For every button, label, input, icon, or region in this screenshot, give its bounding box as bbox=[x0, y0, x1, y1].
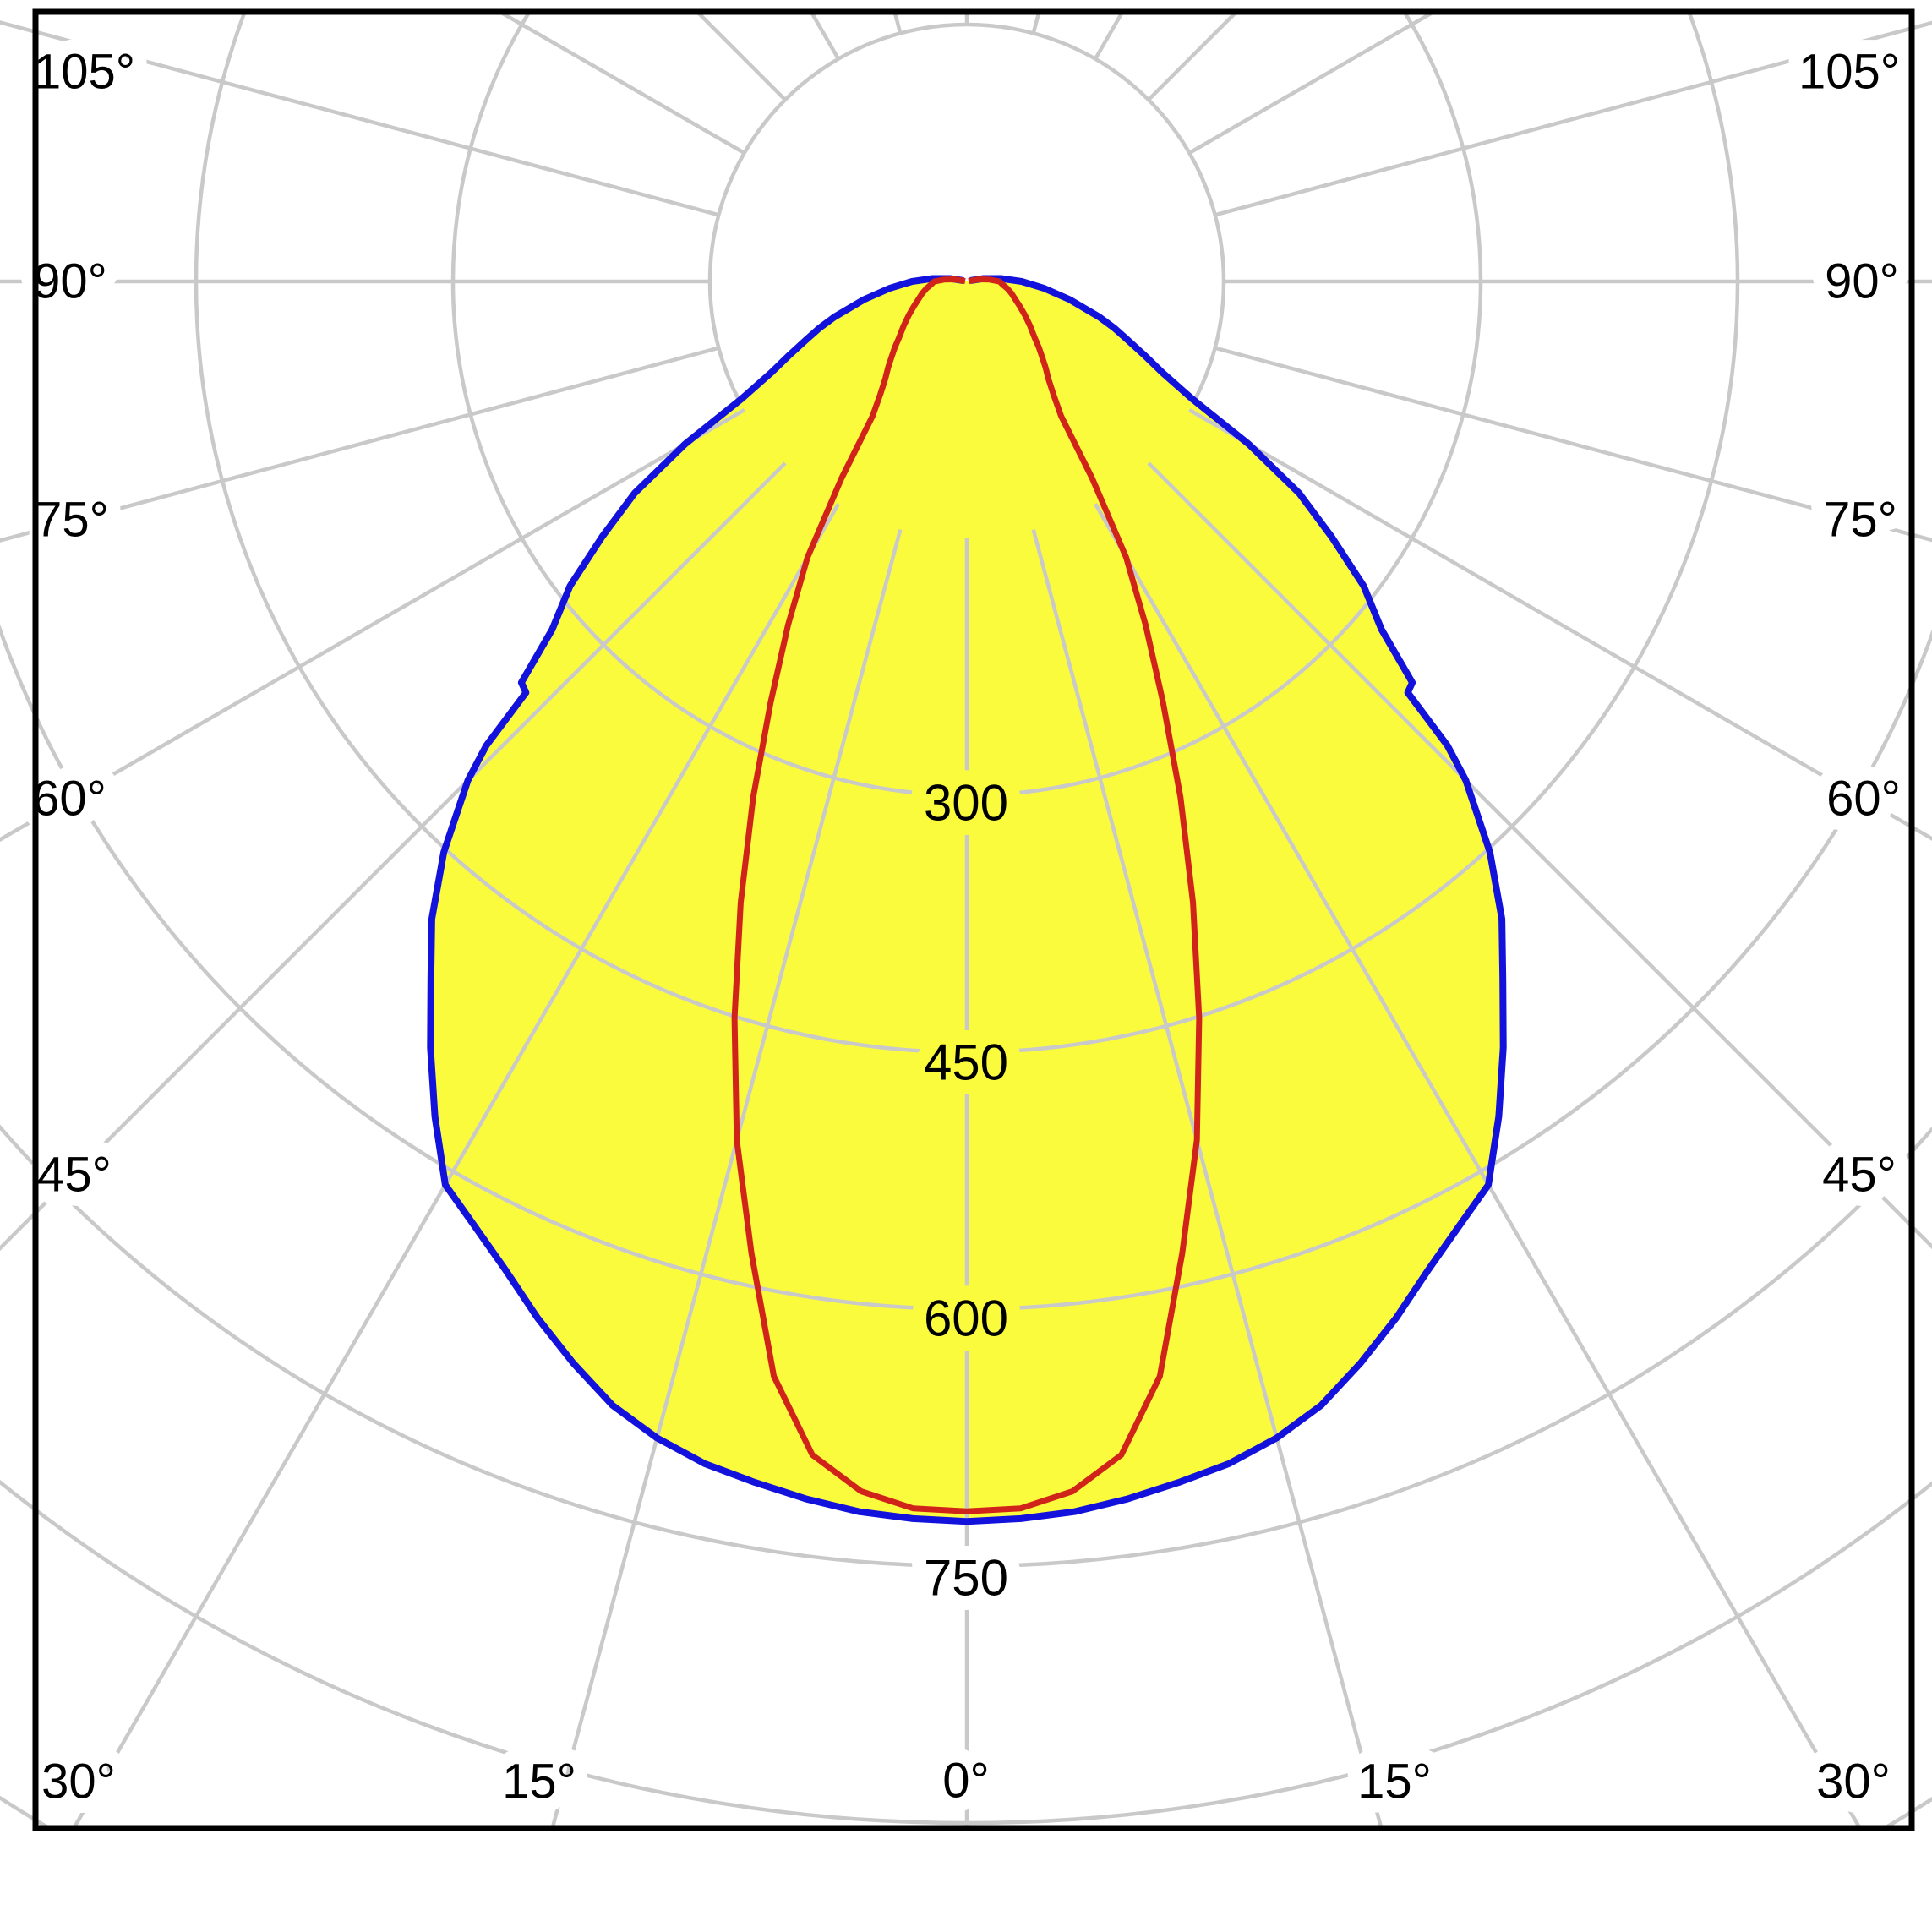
angle-label: 105° bbox=[34, 45, 135, 100]
angle-label: 90° bbox=[33, 254, 107, 309]
grid-ray-255deg bbox=[0, 20, 719, 217]
ring-label-600: 600 bbox=[924, 1291, 1008, 1347]
grid-ray-15deg bbox=[1031, 529, 1384, 1828]
angle-label: 105° bbox=[1798, 45, 1900, 100]
ring-label-450: 450 bbox=[924, 1034, 1008, 1091]
grid-ray-300deg bbox=[0, 408, 745, 843]
grid-ray-30deg bbox=[1094, 503, 1863, 1828]
angle-label: 30° bbox=[1816, 1755, 1891, 1809]
ring-label-300: 300 bbox=[924, 775, 1008, 832]
grid-ray-60deg bbox=[1188, 408, 1932, 841]
grid-ray-45deg bbox=[1147, 461, 1932, 1250]
ring-label-750: 750 bbox=[924, 1550, 1008, 1607]
angle-label: 45° bbox=[37, 1148, 112, 1203]
angle-label: 45° bbox=[1822, 1148, 1897, 1203]
grid-ray-285deg bbox=[0, 346, 719, 543]
grid-ray-330deg bbox=[71, 503, 840, 1828]
grid-ray-240deg bbox=[493, 10, 745, 155]
angle-label: 0° bbox=[942, 1754, 989, 1809]
angle-label: 60° bbox=[1826, 772, 1901, 827]
intensity-curve-c90-c270 bbox=[731, 276, 1203, 1514]
angle-label: 15° bbox=[1357, 1755, 1432, 1809]
intensity-curve-c0-c180 bbox=[427, 275, 1507, 1525]
grid-ray-105deg bbox=[1214, 20, 1932, 217]
angle-label: 60° bbox=[32, 772, 106, 827]
grid-ray-75deg bbox=[1214, 346, 1932, 543]
angle-label: 15° bbox=[502, 1755, 576, 1809]
grid-ray-315deg bbox=[0, 461, 787, 1252]
angle-label: 30° bbox=[41, 1755, 116, 1809]
plot-frame bbox=[32, 8, 1915, 1831]
angle-label: 75° bbox=[1823, 493, 1897, 548]
grid-ray-120deg bbox=[1188, 10, 1441, 155]
angle-label: 90° bbox=[1825, 254, 1899, 309]
angle-label: 75° bbox=[35, 493, 109, 548]
grid-ray-345deg bbox=[550, 529, 903, 1828]
